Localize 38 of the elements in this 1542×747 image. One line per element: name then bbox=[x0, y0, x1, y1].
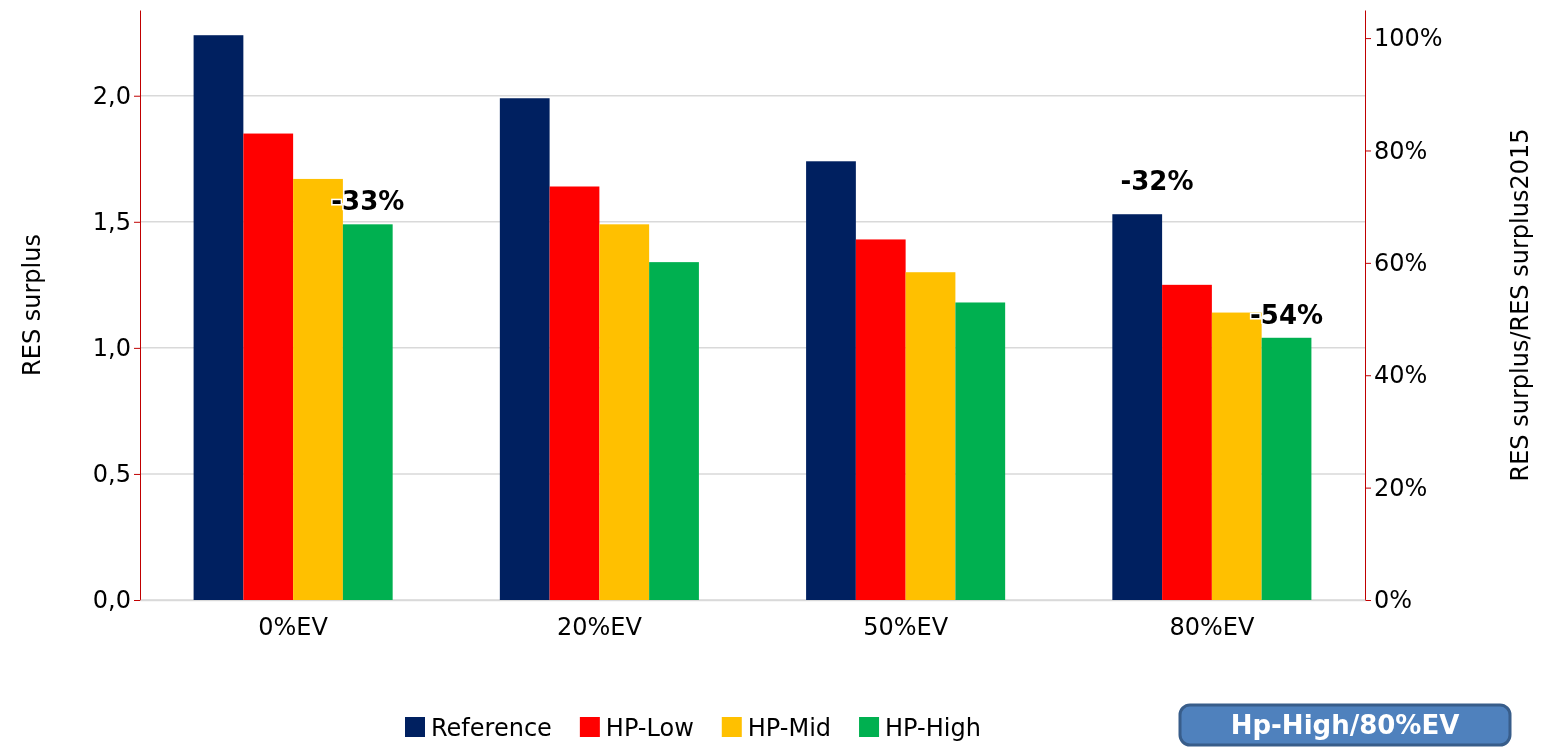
bar bbox=[243, 133, 294, 600]
x-tick-label: 0%EV bbox=[258, 613, 329, 642]
text: Hp-High/80%EV bbox=[1230, 710, 1460, 740]
y-tick-label: 1,5 bbox=[92, 207, 131, 236]
y-tick-label: 1,0 bbox=[92, 334, 131, 363]
y2-tick-label: 100% bbox=[1374, 24, 1443, 53]
bar bbox=[499, 98, 550, 600]
y2-tick-label: 0% bbox=[1374, 586, 1413, 615]
legend-label: Reference bbox=[431, 714, 552, 742]
bar bbox=[905, 272, 956, 600]
bar bbox=[1112, 214, 1163, 600]
bar bbox=[599, 224, 650, 600]
bar bbox=[855, 239, 906, 600]
y2-tick-label: 60% bbox=[1374, 249, 1428, 278]
annotation: -32% bbox=[1120, 166, 1194, 196]
y2-tick-label: 40% bbox=[1374, 361, 1428, 390]
y2-axis-title: RES surplus/RES surplus2015 bbox=[1506, 128, 1534, 482]
bar bbox=[1261, 337, 1312, 600]
y2-tick-label: 20% bbox=[1374, 473, 1428, 502]
bar bbox=[549, 186, 600, 600]
x-tick-label: 20%EV bbox=[556, 613, 643, 642]
bar bbox=[649, 262, 699, 600]
bar bbox=[342, 224, 393, 600]
bar bbox=[1162, 284, 1212, 600]
annotation: -54% bbox=[1250, 299, 1324, 330]
x-tick-label: 50%EV bbox=[863, 613, 949, 642]
bar bbox=[806, 161, 856, 600]
y-tick-label: 0,5 bbox=[92, 460, 131, 489]
y-tick-label: 0,0 bbox=[92, 586, 131, 615]
y-axis-title: RES surplus bbox=[18, 234, 46, 376]
legend-label: HP-Low bbox=[605, 714, 694, 742]
y-tick-label: 2,0 bbox=[92, 81, 131, 110]
y2-tick-label: 80% bbox=[1374, 136, 1428, 165]
bar bbox=[955, 302, 1006, 600]
legend-label: HP-Mid bbox=[747, 714, 832, 742]
bar bbox=[193, 35, 244, 600]
x-tick-label: 80%EV bbox=[1169, 613, 1255, 642]
legend-label: HP-High bbox=[885, 714, 981, 742]
